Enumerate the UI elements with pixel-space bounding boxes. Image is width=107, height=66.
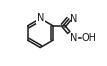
Text: OH: OH — [82, 33, 97, 43]
Text: N: N — [70, 33, 77, 43]
Text: N: N — [37, 13, 44, 23]
Text: N: N — [70, 14, 77, 24]
